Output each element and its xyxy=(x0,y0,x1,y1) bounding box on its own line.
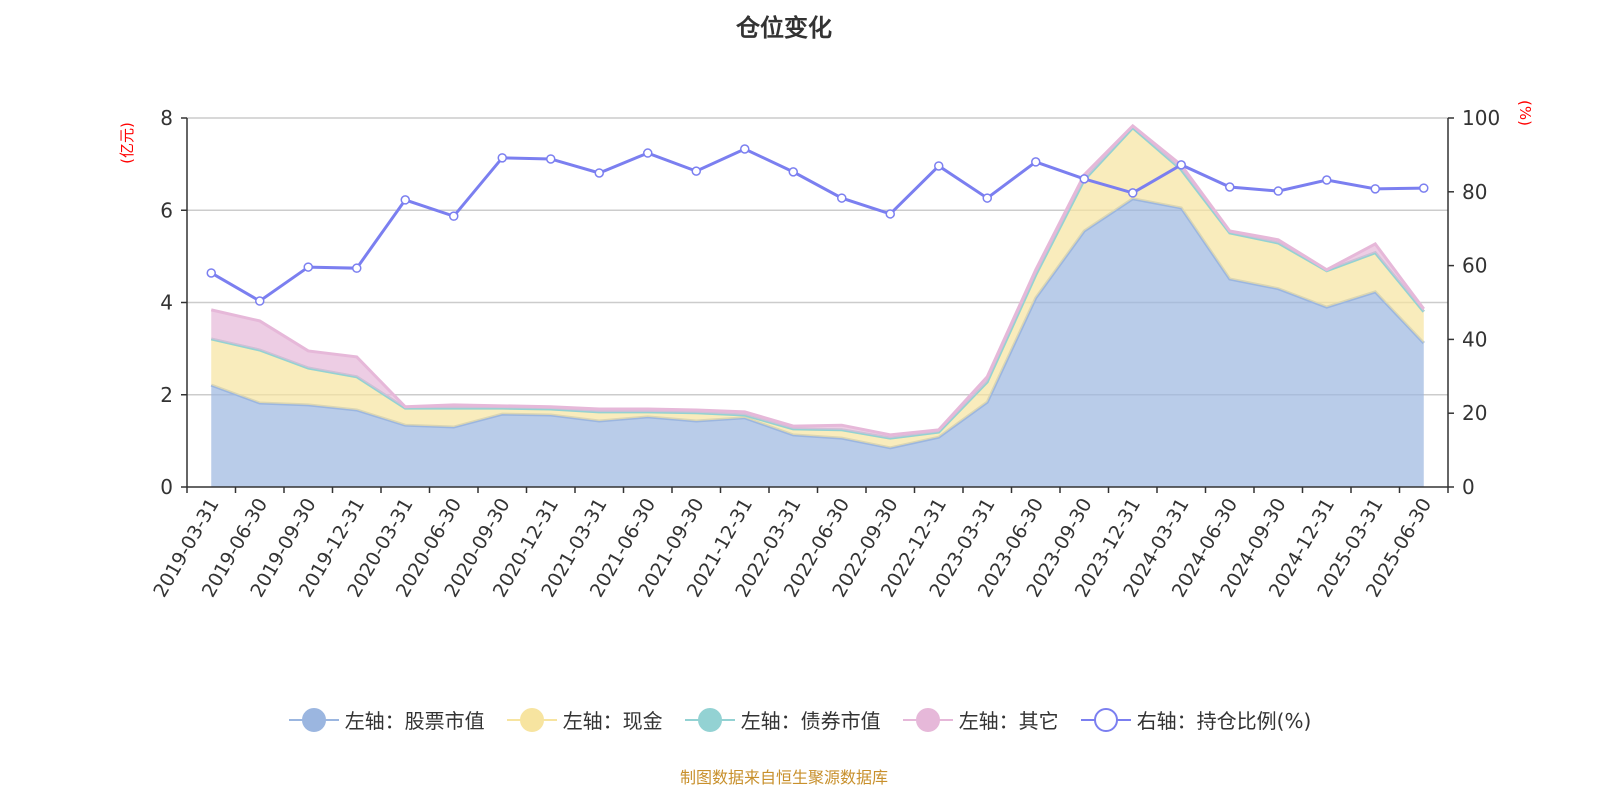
legend: 左轴：股票市值 左轴：现金 左轴：债券市值 左轴：其它 右轴：持仓比例(%) xyxy=(0,705,1600,734)
line-point xyxy=(1273,186,1283,196)
legend-item[interactable]: 左轴：债券市值 xyxy=(684,705,881,734)
legend-marker-icon xyxy=(684,707,735,732)
legend-marker-icon xyxy=(902,707,953,732)
line-point xyxy=(740,144,750,154)
line-point xyxy=(885,209,895,219)
right-tick-label: 80 xyxy=(1462,180,1487,204)
line-point xyxy=(1031,157,1041,167)
legend-item[interactable]: 右轴：持仓比例(%) xyxy=(1080,705,1312,734)
line-point xyxy=(352,263,362,273)
legend-label: 左轴：其它 xyxy=(958,709,1059,733)
line-point xyxy=(1419,183,1429,193)
line-point xyxy=(643,148,653,158)
area-line-左轴：其它 xyxy=(210,123,1425,437)
legend-label: 右轴：持仓比例(%) xyxy=(1136,709,1312,733)
line-point xyxy=(691,166,701,176)
line-point xyxy=(788,167,798,177)
legend-item[interactable]: 左轴：现金 xyxy=(506,705,663,734)
line-point xyxy=(594,168,604,178)
line-point xyxy=(497,153,507,163)
legend-label: 左轴：债券市值 xyxy=(740,709,881,733)
legend-item[interactable]: 左轴：股票市值 xyxy=(288,705,485,734)
legend-label: 左轴：现金 xyxy=(562,709,663,733)
right-tick-label: 0 xyxy=(1462,475,1475,499)
chart-title: 仓位变化 xyxy=(736,14,832,42)
line-右轴：持仓比例(%) xyxy=(210,147,1424,303)
left-tick-label: 4 xyxy=(160,291,173,315)
line-point xyxy=(400,195,410,205)
line-point xyxy=(206,268,216,278)
line-point xyxy=(837,193,847,203)
legend-marker-icon xyxy=(1080,707,1131,732)
line-point xyxy=(303,262,313,272)
line-point xyxy=(255,296,265,306)
left-tick-label: 8 xyxy=(160,106,173,130)
right-tick-label: 40 xyxy=(1462,327,1487,351)
left-tick-label: 2 xyxy=(160,383,173,407)
line-point xyxy=(1176,160,1186,170)
right-tick-label: 20 xyxy=(1462,401,1487,425)
line-point xyxy=(449,211,459,221)
legend-marker-icon xyxy=(288,707,339,732)
left-tick-label: 6 xyxy=(160,198,173,222)
line-point xyxy=(1079,174,1089,184)
line-point xyxy=(1128,188,1138,198)
left-axis-label: (亿元) xyxy=(118,122,136,164)
source-footer: 制图数据来自恒生聚源数据库 xyxy=(679,768,888,787)
right-tick-label: 60 xyxy=(1462,254,1487,278)
right-axis-label: (%) xyxy=(1516,100,1534,126)
right-tick-label: 100 xyxy=(1462,106,1500,130)
line-point xyxy=(546,154,556,164)
line-point xyxy=(1370,184,1380,194)
line-point xyxy=(1225,182,1235,192)
legend-label: 左轴：股票市值 xyxy=(344,709,485,733)
line-point xyxy=(1322,175,1332,185)
legend-marker-icon xyxy=(506,707,557,732)
line-point xyxy=(982,193,992,203)
legend-item[interactable]: 左轴：其它 xyxy=(902,705,1059,734)
line-point xyxy=(934,161,944,171)
left-tick-label: 0 xyxy=(160,475,173,499)
